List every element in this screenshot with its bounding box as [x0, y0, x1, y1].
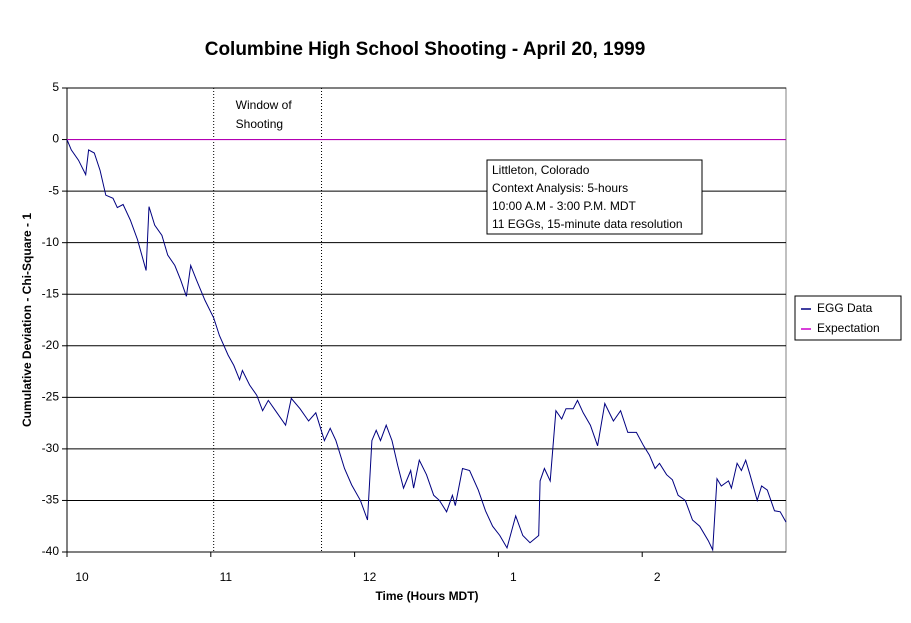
y-axis-label: Cumulative Deviation - Chi-Square - 1	[20, 213, 34, 427]
y-tick-label: -10	[42, 235, 60, 249]
x-tick-label: 2	[654, 570, 661, 584]
y-tick-label: 0	[52, 132, 59, 146]
plot-area	[66, 87, 787, 553]
chart-title: Columbine High School Shooting - April 2…	[205, 39, 646, 60]
y-tick-label: 5	[52, 80, 59, 94]
annotation-text: 11 EGGs, 15-minute data resolution	[492, 217, 683, 231]
series-line	[66, 139, 787, 552]
legend-label: EGG Data	[817, 301, 873, 315]
x-axis-label: Time (Hours MDT)	[375, 589, 478, 603]
x-tick-label: 12	[363, 570, 377, 584]
annotation-text: 10:00 A.M - 3:00 P.M. MDT	[492, 199, 637, 213]
legend-label: Expectation	[817, 321, 880, 335]
y-tick-label: -25	[42, 390, 60, 404]
y-tick-label: -35	[42, 493, 60, 507]
y-tick-label: -40	[42, 544, 60, 558]
y-tick-label: -15	[42, 286, 60, 300]
y-tick-label: -30	[42, 441, 60, 455]
annotation-box	[486, 159, 703, 235]
window-label: Window of	[236, 98, 293, 112]
window-label: Shooting	[236, 117, 283, 131]
x-tick-label: 10	[75, 570, 89, 584]
legend-box	[794, 295, 902, 341]
annotation-text: Littleton, Colorado	[492, 163, 590, 177]
y-tick-label: -20	[42, 338, 60, 352]
x-tick-label: 11	[220, 570, 233, 584]
y-tick-label: -5	[48, 183, 59, 197]
x-tick-label: 1	[510, 570, 517, 584]
annotation-text: Context Analysis: 5-hours	[492, 181, 628, 195]
